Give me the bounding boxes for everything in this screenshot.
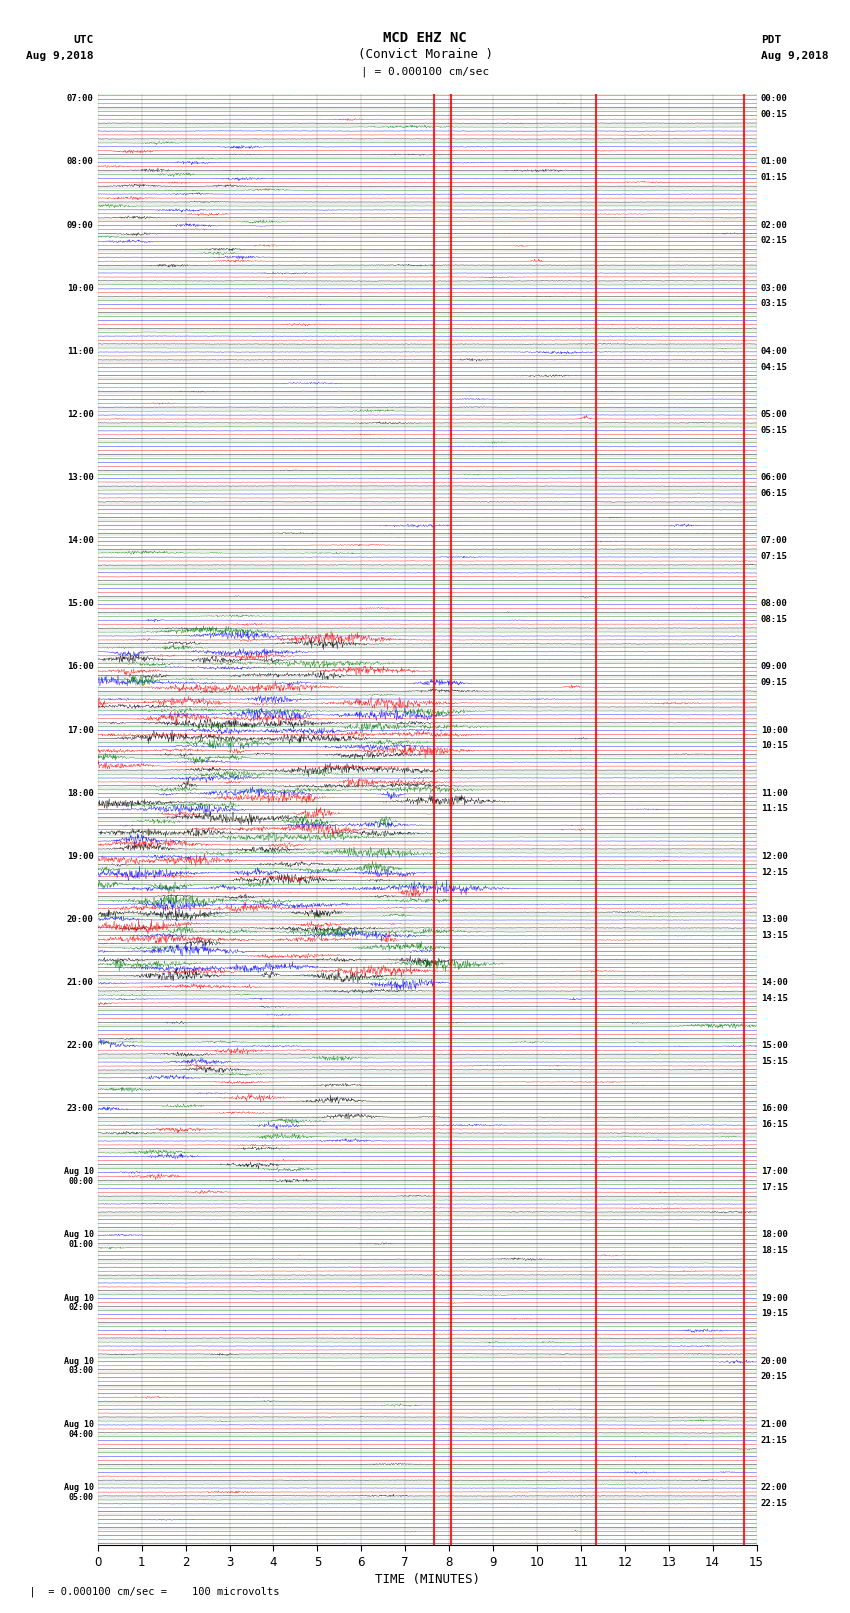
Text: 09:00: 09:00: [66, 221, 94, 229]
Text: 00:00: 00:00: [761, 94, 788, 103]
Text: 07:00: 07:00: [761, 536, 788, 545]
Text: 14:00: 14:00: [761, 977, 788, 987]
Text: 18:15: 18:15: [761, 1247, 788, 1255]
Text: 22:00: 22:00: [66, 1040, 94, 1050]
Text: 19:00: 19:00: [66, 852, 94, 861]
Text: | = 0.000100 cm/sec: | = 0.000100 cm/sec: [361, 66, 489, 77]
Text: 19:00: 19:00: [761, 1294, 788, 1303]
Text: 15:00: 15:00: [761, 1040, 788, 1050]
Text: |  = 0.000100 cm/sec =    100 microvolts: | = 0.000100 cm/sec = 100 microvolts: [17, 1586, 280, 1597]
Text: 14:00: 14:00: [66, 536, 94, 545]
Text: 13:00: 13:00: [761, 915, 788, 924]
Text: 15:00: 15:00: [66, 600, 94, 608]
Text: 05:00: 05:00: [761, 410, 788, 419]
Text: (Convict Moraine ): (Convict Moraine ): [358, 48, 492, 61]
Text: Aug 10: Aug 10: [64, 1482, 94, 1492]
Text: 22:15: 22:15: [761, 1498, 788, 1508]
Text: 09:00: 09:00: [761, 663, 788, 671]
Text: 14:15: 14:15: [761, 994, 788, 1003]
Text: 17:00: 17:00: [761, 1168, 788, 1176]
Text: 04:15: 04:15: [761, 363, 788, 371]
Text: 20:00: 20:00: [66, 915, 94, 924]
Text: 01:00: 01:00: [761, 158, 788, 166]
Text: 07:15: 07:15: [761, 552, 788, 561]
Text: 20:00: 20:00: [761, 1357, 788, 1366]
Text: 02:00: 02:00: [761, 221, 788, 229]
Text: 03:00: 03:00: [761, 284, 788, 292]
Text: 21:00: 21:00: [66, 977, 94, 987]
Text: 23:00: 23:00: [66, 1105, 94, 1113]
Text: 04:00: 04:00: [69, 1429, 94, 1439]
Text: MCD EHZ NC: MCD EHZ NC: [383, 31, 467, 45]
Text: 06:15: 06:15: [761, 489, 788, 498]
Text: Aug 10: Aug 10: [64, 1357, 94, 1366]
Text: 02:15: 02:15: [761, 237, 788, 245]
Text: 00:15: 00:15: [761, 110, 788, 119]
Text: Aug 10: Aug 10: [64, 1294, 94, 1303]
Text: 07:00: 07:00: [66, 94, 94, 103]
Text: 21:00: 21:00: [761, 1419, 788, 1429]
Text: 01:15: 01:15: [761, 173, 788, 182]
Text: Aug 10: Aug 10: [64, 1231, 94, 1239]
Text: 00:00: 00:00: [69, 1177, 94, 1186]
Text: 16:00: 16:00: [66, 663, 94, 671]
Text: 05:15: 05:15: [761, 426, 788, 436]
Text: 13:00: 13:00: [66, 473, 94, 482]
Text: 03:15: 03:15: [761, 300, 788, 308]
Text: 22:00: 22:00: [761, 1482, 788, 1492]
Text: 18:00: 18:00: [761, 1231, 788, 1239]
Text: 03:00: 03:00: [69, 1366, 94, 1376]
Text: Aug 10: Aug 10: [64, 1419, 94, 1429]
Text: 12:00: 12:00: [761, 852, 788, 861]
Text: 21:15: 21:15: [761, 1436, 788, 1445]
Text: Aug 9,2018: Aug 9,2018: [26, 52, 94, 61]
Text: PDT: PDT: [761, 35, 781, 45]
Text: 10:00: 10:00: [66, 284, 94, 292]
Text: 11:00: 11:00: [66, 347, 94, 356]
Text: 08:15: 08:15: [761, 615, 788, 624]
Text: 01:00: 01:00: [69, 1240, 94, 1248]
Text: 17:00: 17:00: [66, 726, 94, 734]
Text: 13:15: 13:15: [761, 931, 788, 940]
Text: 15:15: 15:15: [761, 1057, 788, 1066]
Text: 05:00: 05:00: [69, 1492, 94, 1502]
Text: 18:00: 18:00: [66, 789, 94, 798]
Text: 06:00: 06:00: [761, 473, 788, 482]
Text: 10:00: 10:00: [761, 726, 788, 734]
Text: Aug 10: Aug 10: [64, 1168, 94, 1176]
Text: 20:15: 20:15: [761, 1373, 788, 1381]
X-axis label: TIME (MINUTES): TIME (MINUTES): [375, 1573, 479, 1586]
Text: 19:15: 19:15: [761, 1310, 788, 1318]
Text: 04:00: 04:00: [761, 347, 788, 356]
Text: 12:00: 12:00: [66, 410, 94, 419]
Text: Aug 9,2018: Aug 9,2018: [761, 52, 828, 61]
Text: 08:00: 08:00: [761, 600, 788, 608]
Text: 02:00: 02:00: [69, 1303, 94, 1313]
Text: 16:15: 16:15: [761, 1119, 788, 1129]
Text: 17:15: 17:15: [761, 1184, 788, 1192]
Text: UTC: UTC: [73, 35, 94, 45]
Text: 08:00: 08:00: [66, 158, 94, 166]
Text: 09:15: 09:15: [761, 677, 788, 687]
Text: 11:15: 11:15: [761, 805, 788, 813]
Text: 10:15: 10:15: [761, 742, 788, 750]
Text: 16:00: 16:00: [761, 1105, 788, 1113]
Text: 11:00: 11:00: [761, 789, 788, 798]
Text: 12:15: 12:15: [761, 868, 788, 876]
